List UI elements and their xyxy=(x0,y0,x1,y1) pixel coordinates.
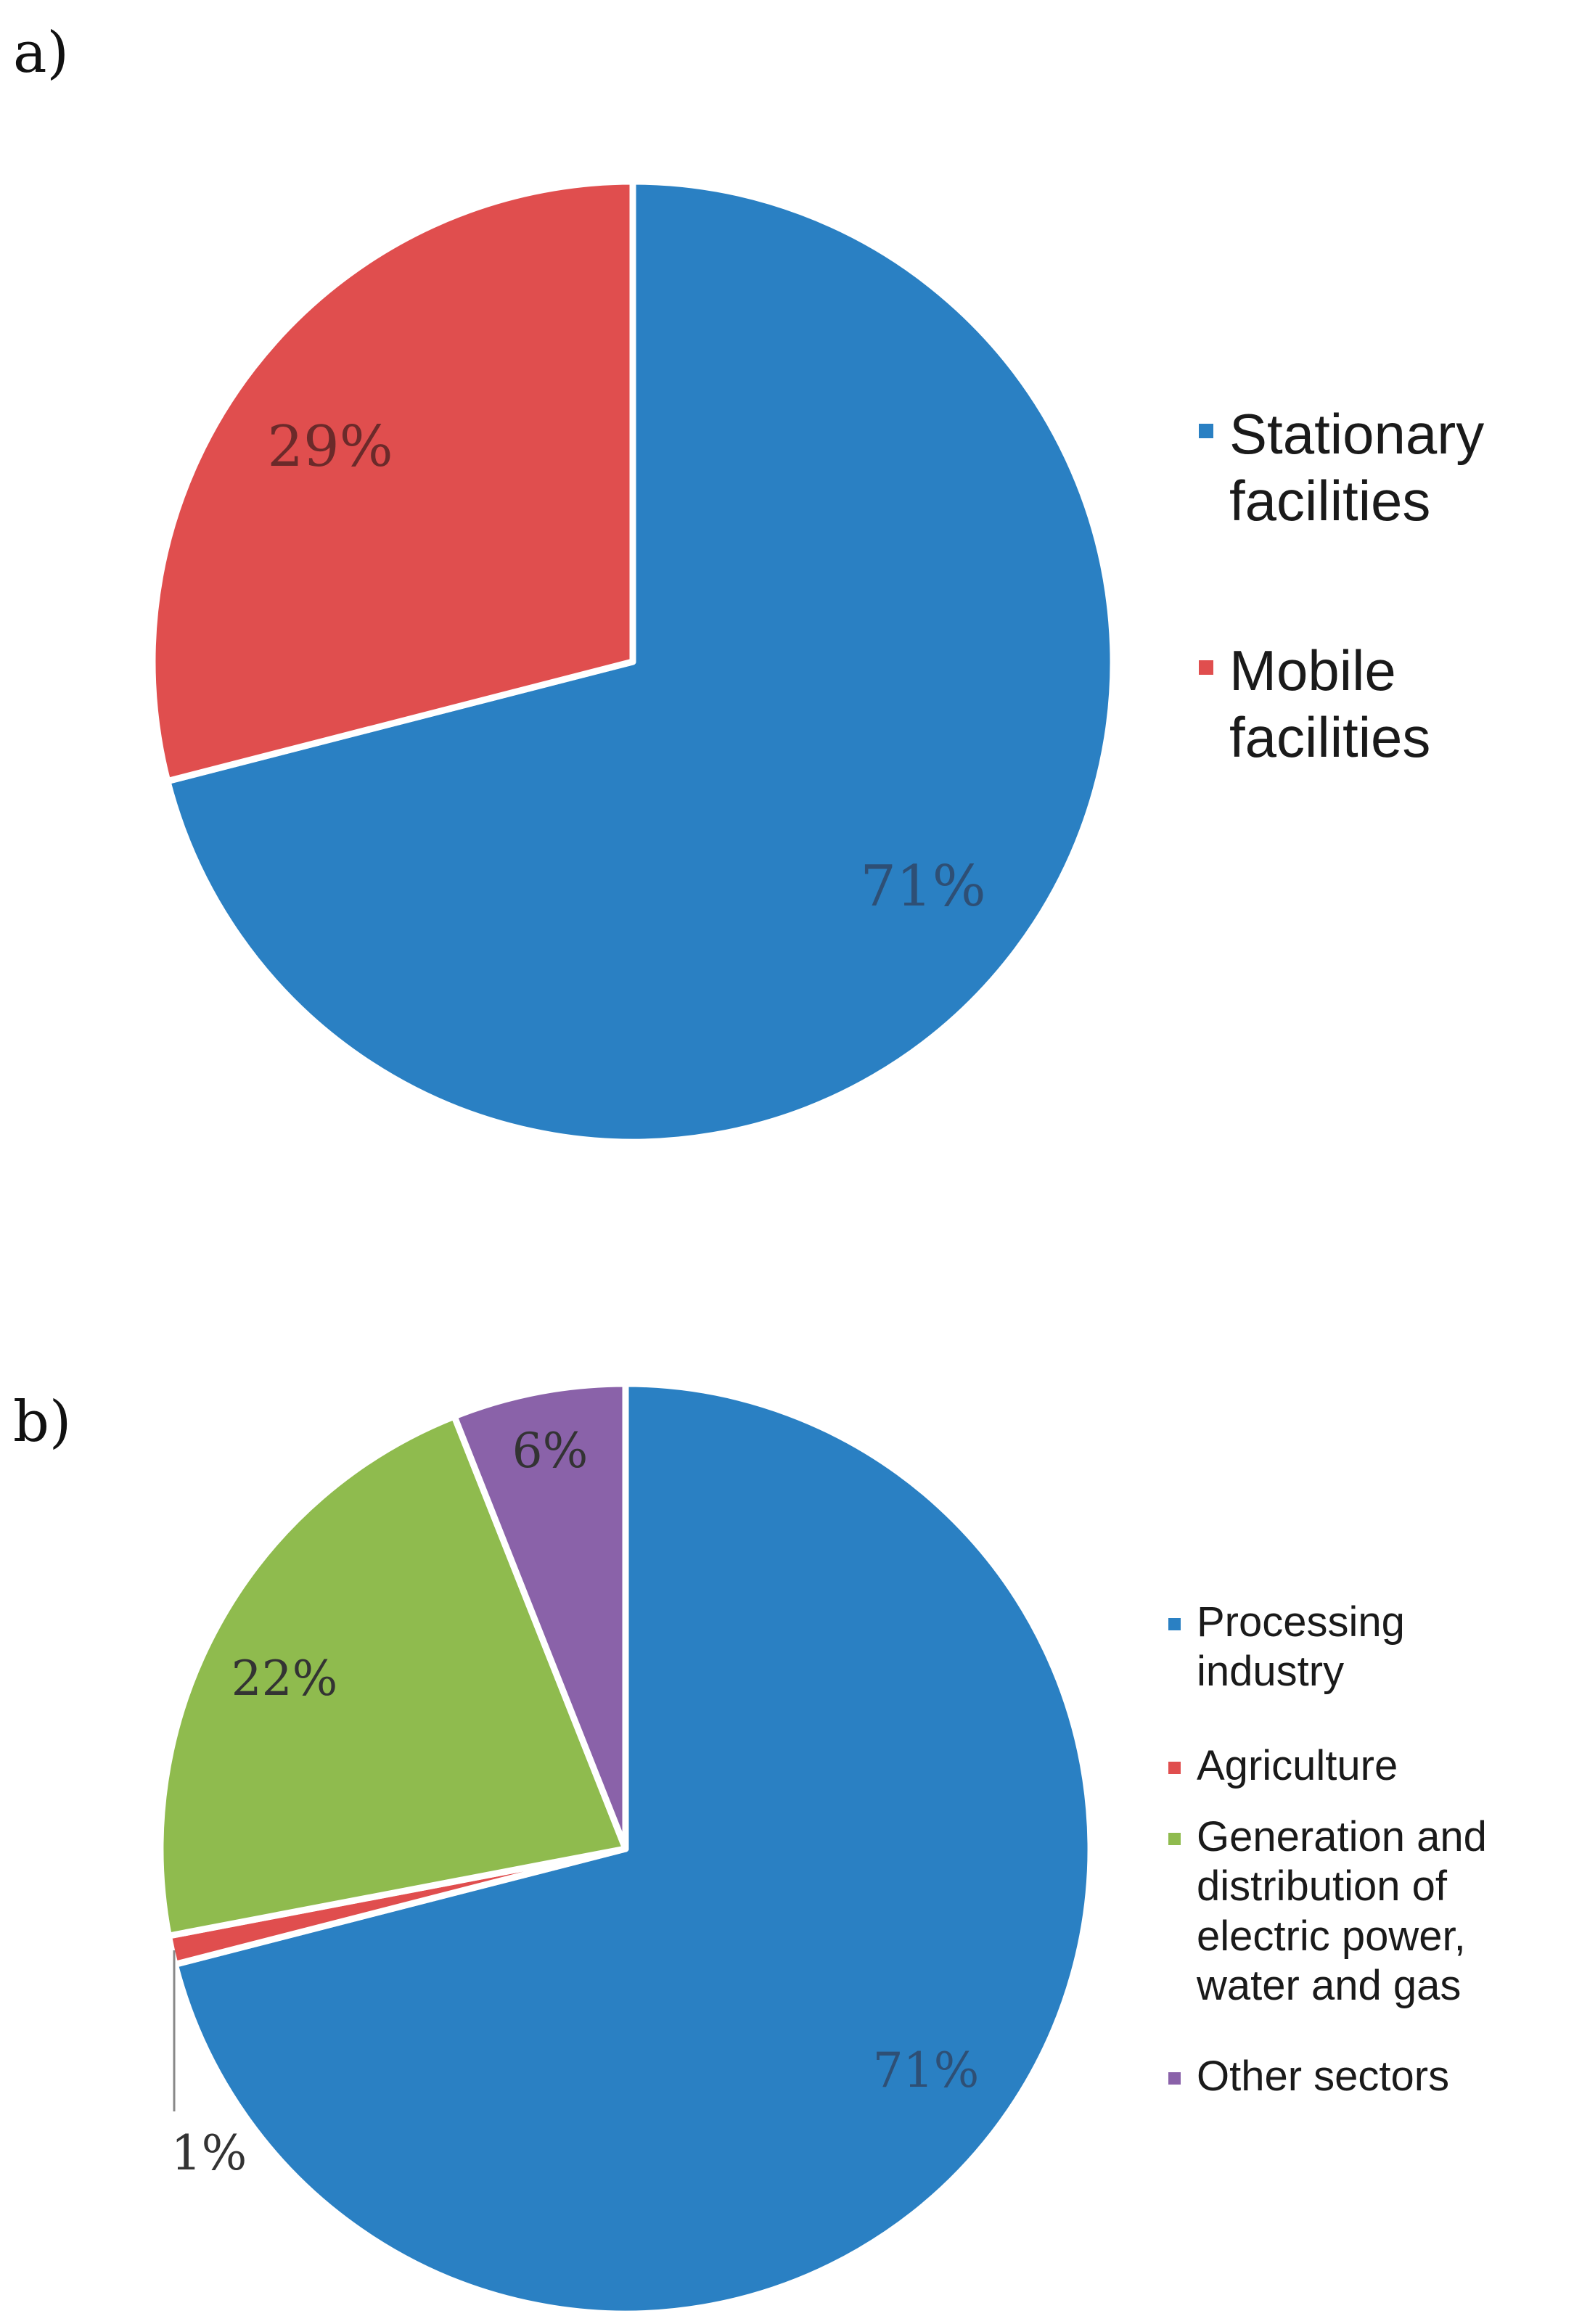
panel-label-b: b) xyxy=(13,1389,72,1455)
data-label-b-1: 1% xyxy=(171,2125,247,2181)
pie-slice-b-2 xyxy=(157,1413,629,1939)
legend-swatch-b-1 xyxy=(1168,1762,1181,1774)
pie-slice-b-3 xyxy=(451,1380,629,1852)
legend-swatch-b-0 xyxy=(1168,1618,1181,1630)
legend-label-a-0: Stationary facilities xyxy=(1229,402,1485,533)
legend-swatch-b-2 xyxy=(1168,1833,1181,1845)
legend-item-b-3: Other sectors xyxy=(1168,2052,1516,2101)
legend-item-b-2: Generation and distribution of electric … xyxy=(1168,1812,1516,2011)
legend-item-a-0: Stationary facilities xyxy=(1199,401,1549,534)
legend-label-b-2: Generation and distribution of electric … xyxy=(1197,1813,1487,2010)
legend-item-a-1: Mobile facilities xyxy=(1199,637,1549,771)
data-label-b-2: 22% xyxy=(231,1651,338,1707)
data-label-b-3: 6% xyxy=(512,1423,589,1479)
legend-swatch-a-1 xyxy=(1199,660,1213,675)
panel-label-a: a) xyxy=(13,20,69,86)
data-label-b-0: 71% xyxy=(873,2042,980,2098)
legend-label-a-1: Mobile facilities xyxy=(1229,639,1431,770)
pie-slice-b-0 xyxy=(171,1380,1094,2317)
data-label-a-1: 29% xyxy=(267,414,393,480)
legend-label-b-3: Other sectors xyxy=(1197,2053,1450,2100)
pie-chart-a: 71% 29% xyxy=(149,178,1117,1146)
data-label-a-0: 71% xyxy=(860,854,985,919)
legend-swatch-b-3 xyxy=(1168,2072,1181,2085)
pie-slice-a-0 xyxy=(164,178,1117,1146)
legend-label-b-1: Agriculture xyxy=(1197,1742,1398,1789)
pie-slice-a-1 xyxy=(149,178,636,785)
legend-item-b-1: Agriculture xyxy=(1168,1741,1516,1791)
legend-swatch-a-0 xyxy=(1199,424,1213,438)
legend-label-b-0: Processing industry xyxy=(1197,1598,1405,1696)
legend-item-b-0: Processing industry xyxy=(1168,1598,1516,1697)
